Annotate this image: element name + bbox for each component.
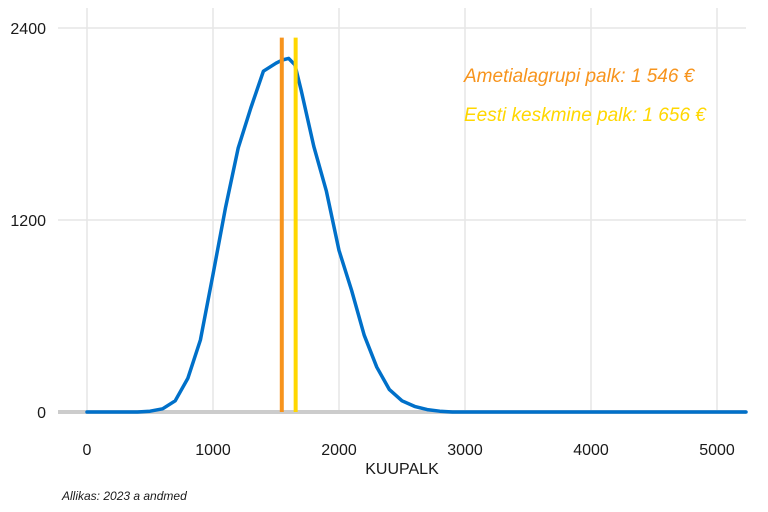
salary-density-line-0 [85, 56, 748, 414]
reference-lines [279, 37, 298, 412]
x-tick-label-0: 0 [83, 442, 92, 459]
y-tick-label-2400: 2400 [10, 21, 46, 38]
x-tick-label-5000: 5000 [699, 442, 735, 459]
grid-lines [58, 8, 746, 412]
source-caption: Allikas: 2023 a andmed [62, 489, 187, 503]
y-tick-labels: 0 1200 2400 [10, 21, 46, 422]
y-tick-label-1200: 1200 [10, 213, 46, 230]
estonia-average-salary-annotation: Eesti keskmine palk: 1 656 € [464, 105, 707, 126]
y-tick-label-0: 0 [37, 405, 46, 422]
x-tick-label-2000: 2000 [321, 442, 357, 459]
x-tick-label-4000: 4000 [573, 442, 609, 459]
occupation-group-salary-annotation: Ametialagrupi palk: 1 546 € [463, 66, 696, 87]
x-tick-label-3000: 3000 [447, 442, 483, 459]
x-tick-label-1000: 1000 [195, 442, 231, 459]
x-tick-labels: 0 1000 2000 3000 4000 5000 [83, 442, 735, 459]
x-axis-title: KUUPALK [365, 461, 439, 478]
series-layer [85, 56, 748, 414]
